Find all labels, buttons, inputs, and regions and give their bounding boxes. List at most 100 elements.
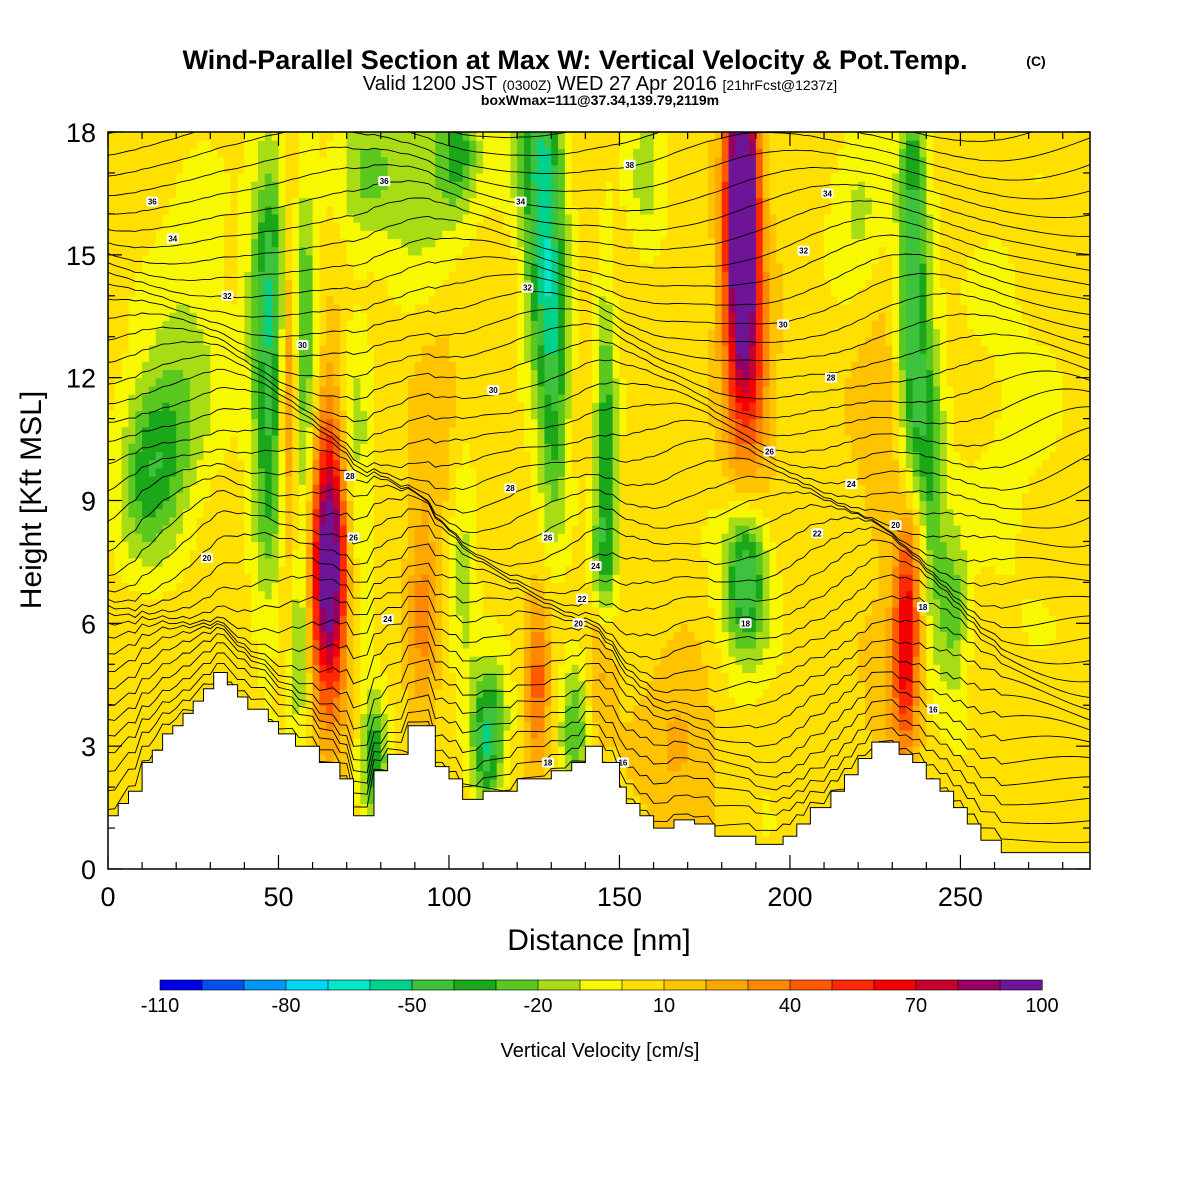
velocity-cell (278, 721, 286, 731)
velocity-cell (244, 664, 252, 674)
velocity-cell (1021, 754, 1030, 764)
velocity-cell (974, 787, 982, 796)
velocity-cell (626, 697, 634, 706)
velocity-cell (633, 754, 641, 764)
velocity-cell (346, 623, 355, 633)
velocity-cell (1008, 639, 1016, 649)
velocity-cell (1008, 631, 1016, 641)
velocity-cell (319, 746, 327, 755)
velocity-cell (1014, 680, 1023, 690)
velocity-cell (1049, 721, 1057, 731)
velocity-cell (571, 713, 580, 723)
velocity-cell (994, 631, 1002, 641)
velocity-cell (687, 647, 696, 657)
velocity-cell (108, 672, 116, 682)
velocity-cell (946, 647, 955, 657)
velocity-cell (135, 647, 143, 657)
velocity-cell (319, 631, 327, 641)
velocity-cell (803, 737, 811, 747)
velocity-cell (1049, 598, 1057, 608)
velocity-cell (612, 615, 621, 624)
velocity-cell (960, 713, 968, 723)
velocity-cell (605, 705, 614, 715)
velocity-cell (783, 672, 791, 682)
velocity-cell (1001, 762, 1009, 772)
velocity-cell (1008, 615, 1016, 624)
velocity-cell (714, 647, 723, 657)
velocity-cell (189, 606, 198, 616)
velocity-cell (121, 721, 130, 731)
velocity-cell (735, 762, 743, 772)
velocity-cell (762, 697, 771, 706)
velocity-cell (912, 729, 921, 739)
velocity-cell (742, 713, 750, 723)
velocity-cell (858, 647, 866, 657)
velocity-cell (1076, 631, 1084, 641)
velocity-cell (742, 672, 750, 682)
velocity-cell (285, 615, 293, 624)
velocity-cell (1083, 688, 1090, 698)
velocity-cell (380, 746, 389, 755)
velocity-cell (462, 590, 471, 600)
velocity-cell (503, 778, 511, 788)
velocity-cell (448, 664, 457, 674)
velocity-cell (1021, 615, 1030, 624)
velocity-cell (448, 737, 457, 747)
velocity-cell (148, 623, 157, 633)
velocity-cell (851, 639, 859, 649)
velocity-cell (701, 721, 709, 731)
velocity-cell (728, 697, 736, 706)
velocity-cell (1014, 762, 1023, 772)
velocity-cell (176, 606, 184, 616)
velocity-cell (503, 672, 511, 682)
velocity-cell (708, 615, 716, 624)
velocity-cell (721, 623, 730, 633)
velocity-cell (121, 598, 130, 608)
velocity-cell (1076, 647, 1084, 657)
velocity-cell (373, 729, 382, 739)
velocity-cell (919, 639, 927, 649)
velocity-cell (612, 590, 621, 600)
velocity-cell (462, 729, 471, 739)
velocity-cell (1055, 688, 1064, 698)
velocity-cell (667, 615, 675, 624)
velocity-cell (905, 590, 914, 600)
velocity-cell (496, 598, 505, 608)
velocity-cell (919, 623, 927, 633)
velocity-cell (796, 631, 805, 641)
velocity-cell (312, 582, 320, 592)
velocity-cell (530, 737, 539, 747)
velocity-cell (298, 729, 307, 739)
velocity-cell (237, 590, 245, 600)
velocity-cell (278, 713, 286, 723)
velocity-cell (605, 737, 614, 747)
velocity-cell (128, 631, 136, 641)
velocity-cell (271, 598, 280, 608)
velocity-cell (687, 606, 696, 616)
velocity-cell (326, 606, 334, 616)
velocity-cell (1062, 713, 1071, 723)
velocity-cell (755, 680, 764, 690)
velocity-cell (619, 615, 627, 624)
velocity-cell (912, 590, 921, 600)
velocity-cell (1014, 828, 1023, 837)
velocity-cell (523, 590, 532, 600)
velocity-cell (333, 754, 341, 764)
velocity-cell (319, 713, 327, 723)
velocity-cell (612, 746, 621, 755)
velocity-cell (373, 590, 382, 600)
velocity-cell (169, 598, 177, 608)
velocity-cell (298, 713, 307, 723)
velocity-cell (108, 795, 116, 805)
velocity-cell (394, 631, 402, 641)
velocity-cell (353, 688, 361, 698)
velocity-cell (1021, 688, 1030, 698)
velocity-cell (483, 598, 491, 608)
velocity-cell (919, 697, 927, 706)
velocity-cell (1042, 631, 1050, 641)
velocity-cell (987, 737, 996, 747)
velocity-cell (148, 582, 157, 592)
velocity-cell (380, 639, 389, 649)
velocity-cell (585, 672, 593, 682)
velocity-cell (462, 623, 471, 633)
